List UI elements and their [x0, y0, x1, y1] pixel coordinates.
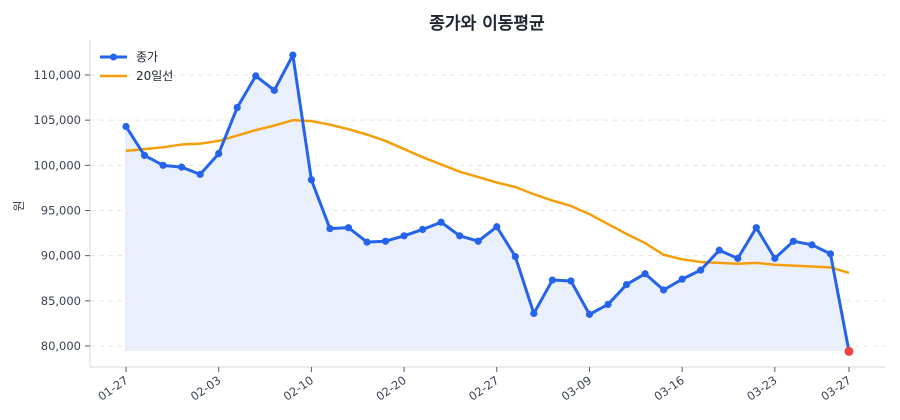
data-point[interactable] — [400, 232, 408, 240]
y-tick-label: 95,000 — [41, 204, 81, 218]
data-point[interactable] — [511, 252, 519, 261]
data-point[interactable] — [326, 224, 334, 233]
data-point[interactable] — [493, 223, 501, 231]
data-point[interactable] — [585, 310, 594, 318]
data-point[interactable] — [715, 246, 723, 254]
data-point[interactable] — [233, 103, 241, 112]
close-price-line — [122, 51, 854, 356]
data-point[interactable] — [697, 266, 705, 274]
x-tick-label: 02-10 — [281, 373, 316, 404]
data-point[interactable] — [548, 276, 556, 284]
x-tick-label: 02-20 — [373, 373, 408, 404]
legend-item-ma20[interactable]: 20일선 — [100, 69, 173, 83]
y-ticks: 80,000 85,000 90,000 95,000 100,000 105,000 11… — [33, 68, 90, 353]
legend: 종가 20일선 — [100, 50, 173, 83]
data-point[interactable] — [363, 238, 371, 246]
data-point[interactable] — [567, 277, 575, 285]
ma20-line — [125, 118, 850, 275]
x-tick-label: 03-23 — [744, 373, 779, 404]
y-tick-label: 105,000 — [33, 113, 81, 127]
x-ticks: 01-27 02-03 02-10 02-20 02-27 03-09 03-16 03-23… — [95, 367, 854, 404]
legend-label-close: 종가 — [136, 50, 158, 64]
legend-label-ma20: 20일선 — [136, 69, 173, 83]
data-point[interactable] — [307, 176, 315, 184]
x-tick-label: 03-27 — [818, 373, 853, 404]
data-point[interactable] — [437, 218, 445, 226]
data-point[interactable] — [196, 170, 204, 178]
data-point[interactable] — [252, 72, 260, 80]
data-point[interactable] — [270, 86, 278, 94]
data-point[interactable] — [826, 250, 835, 258]
data-point[interactable] — [344, 224, 353, 232]
chart-title: 종가와 이동평균 — [429, 14, 545, 34]
data-point[interactable] — [641, 270, 649, 278]
data-point[interactable] — [419, 225, 427, 234]
x-tick-label: 03-16 — [651, 373, 686, 404]
data-point[interactable] — [660, 286, 668, 294]
data-point[interactable] — [122, 122, 130, 131]
x-tick-label: 03-09 — [559, 373, 594, 404]
x-tick-label: 02-03 — [188, 373, 223, 404]
y-tick-label: 90,000 — [41, 249, 81, 263]
y-tick-label: 100,000 — [33, 158, 81, 172]
last-point-marker[interactable] — [844, 346, 854, 356]
data-point[interactable] — [530, 309, 538, 318]
data-point[interactable] — [734, 254, 742, 262]
data-point[interactable] — [808, 241, 816, 249]
y-axis-label: 원 — [12, 200, 26, 211]
data-point[interactable] — [604, 300, 612, 309]
close-price-area — [125, 55, 849, 352]
data-point[interactable] — [159, 161, 167, 169]
axes — [89, 40, 885, 368]
y-tick-label: 110,000 — [33, 68, 81, 82]
data-point[interactable] — [622, 280, 631, 289]
data-point[interactable] — [771, 254, 779, 262]
data-point[interactable] — [215, 149, 223, 158]
data-point[interactable] — [140, 151, 149, 159]
data-point[interactable] — [752, 224, 760, 232]
data-point[interactable] — [289, 51, 297, 59]
data-point[interactable] — [178, 163, 186, 171]
data-point[interactable] — [474, 237, 482, 245]
legend-marker-icon — [110, 53, 117, 61]
y-tick-label: 85,000 — [41, 294, 81, 308]
x-tick-label: 01-27 — [95, 373, 130, 404]
data-point[interactable] — [381, 237, 390, 245]
data-point[interactable] — [789, 237, 797, 245]
data-point[interactable] — [456, 232, 464, 240]
x-tick-label: 02-27 — [466, 373, 501, 404]
y-tick-label: 80,000 — [41, 339, 81, 353]
legend-item-close[interactable]: 종가 — [100, 50, 158, 64]
data-point[interactable] — [678, 275, 686, 283]
